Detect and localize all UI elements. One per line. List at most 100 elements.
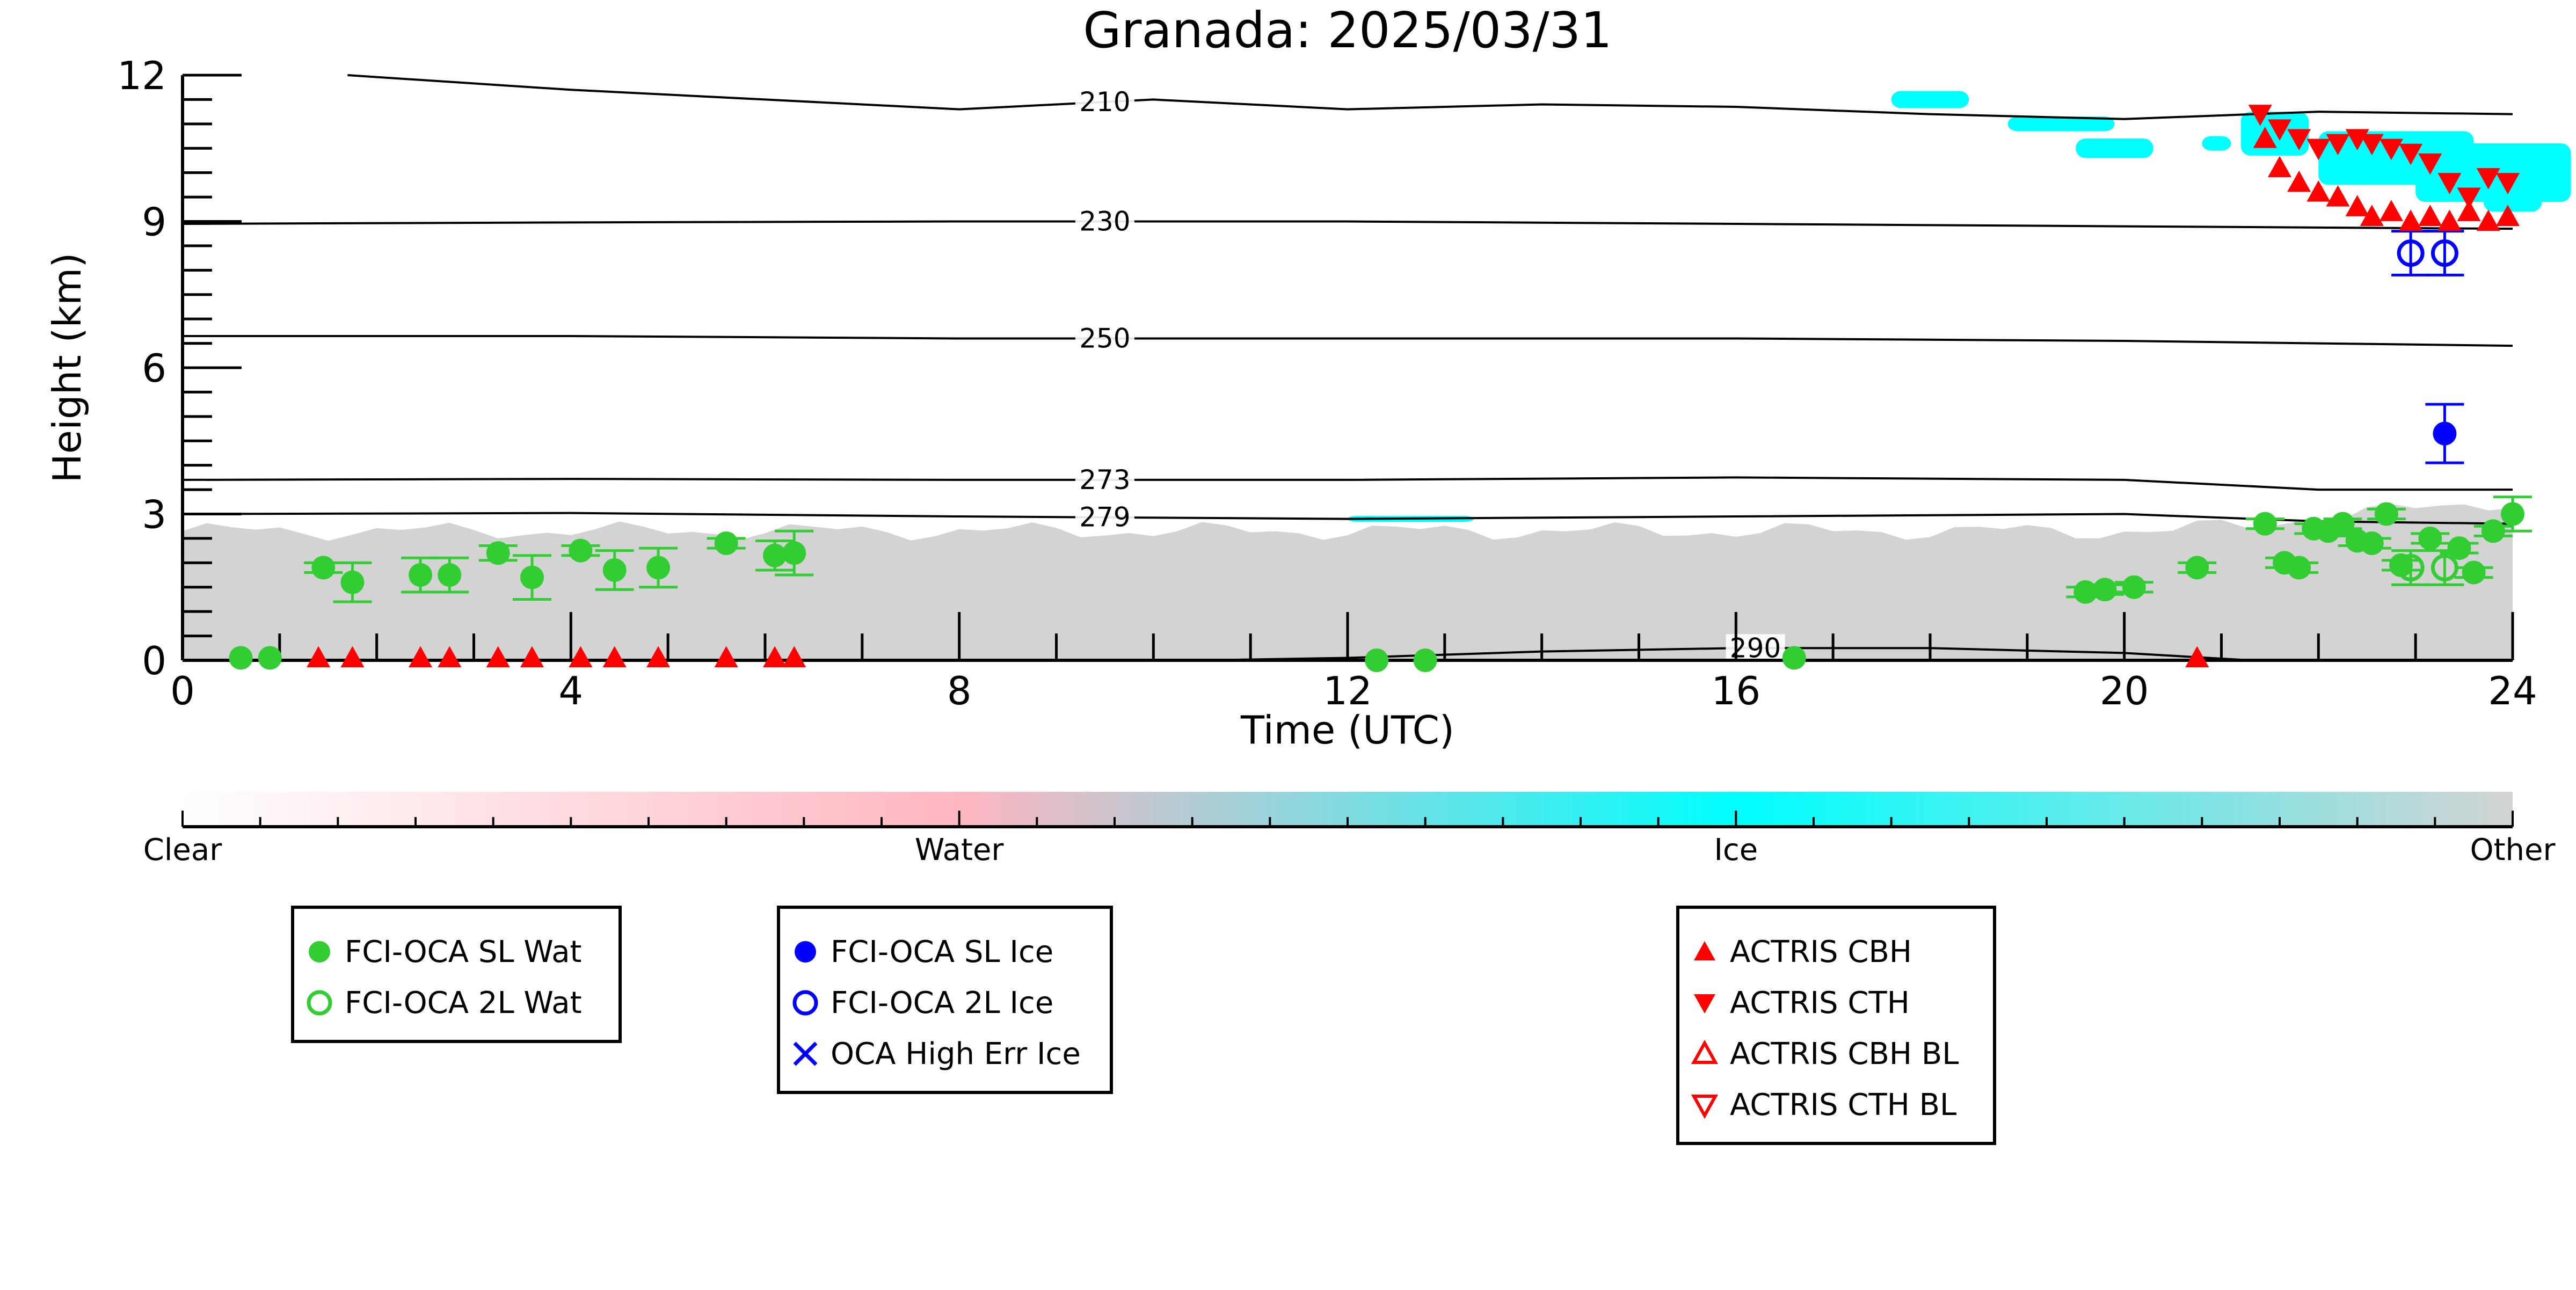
data-point — [2185, 556, 2209, 580]
x-tick-label: 4 — [558, 668, 583, 713]
data-point — [307, 646, 331, 668]
data-point — [2268, 156, 2291, 178]
data-point — [2457, 187, 2481, 209]
data-point — [2253, 512, 2277, 536]
data-point — [646, 646, 671, 668]
legend-marker — [792, 990, 818, 1016]
legend-frame — [1676, 906, 1996, 1145]
legend-marker — [795, 941, 816, 963]
isotherm-label-250: 250 — [1079, 323, 1130, 354]
isotherm-279 — [182, 512, 2513, 525]
data-point — [2326, 185, 2350, 207]
legend-entry: ACTRIS CBH BL — [1730, 1037, 1959, 1072]
data-point — [2397, 239, 2425, 267]
data-point — [2093, 578, 2117, 602]
data-point — [2185, 646, 2209, 668]
data-point — [2495, 205, 2520, 227]
legend-entry: FCI-OCA 2L Ice — [831, 986, 1053, 1021]
isotherm-210 — [347, 74, 2513, 120]
data-point — [2331, 512, 2355, 536]
data-point — [2374, 502, 2398, 526]
legend-entry: OCA High Err Ice — [831, 1037, 1081, 1072]
data-point — [2287, 556, 2311, 580]
legend-marker — [1691, 1039, 1719, 1064]
ice-cloud-patch — [2076, 139, 2153, 158]
colorbar-label-clear: Clear — [143, 833, 222, 868]
data-point — [2253, 127, 2277, 148]
data-point — [438, 563, 462, 587]
data-point — [2437, 173, 2462, 194]
y-axis-label: Height (km) — [45, 253, 90, 483]
legend-entry: ACTRIS CTH — [1730, 986, 1910, 1021]
legend-frame — [291, 906, 622, 1043]
ice-cloud-patch — [1891, 91, 1969, 108]
data-point — [340, 646, 365, 668]
data-point — [569, 646, 593, 668]
isotherm-label-bg — [1075, 207, 1134, 236]
chart-axes: 0 4 8 12 16 20 24 0 3 6 9 12 — [117, 53, 2537, 713]
data-point — [2268, 119, 2291, 141]
y-tick-label: 0 — [142, 638, 166, 683]
x-tick-label: 12 — [1323, 668, 1372, 713]
colorbar-label-other: Other — [2470, 833, 2556, 868]
legend-box-3: ACTRIS CBH ACTRIS CTH ACTRIS CBH BL ACTRIS … — [1676, 906, 1996, 1145]
data-point — [2360, 134, 2384, 156]
data-point — [782, 646, 806, 668]
y-tick-label: 12 — [117, 53, 166, 98]
data-point — [2418, 526, 2442, 550]
data-point — [2360, 205, 2384, 227]
data-point — [763, 646, 787, 668]
series-actris-cbh — [307, 127, 2520, 668]
data-point — [486, 646, 510, 668]
data-point — [311, 556, 336, 580]
data-point — [2073, 580, 2098, 604]
data-point — [2399, 209, 2423, 231]
legend-frame — [777, 906, 1113, 1094]
isotherm-label-bg — [1075, 324, 1134, 353]
data-point — [2397, 553, 2425, 581]
data-point — [714, 531, 738, 555]
isotherm-250 — [183, 334, 2513, 347]
data-point — [258, 646, 282, 670]
legend-marker — [1694, 994, 1715, 1014]
legend-box-1: FCI-OCA SL Wat FCI-OCA 2L Wat — [291, 906, 622, 1043]
data-point — [2437, 209, 2462, 231]
data-point — [2122, 575, 2146, 599]
data-point — [2495, 173, 2520, 194]
colorbar-label-ice: Ice — [1714, 833, 1758, 868]
x-axis-label: Time (UTC) — [1240, 708, 1454, 753]
data-point — [2360, 531, 2384, 555]
legends: FCI-OCA SL Wat FCI-OCA 2L Wat FCI-OCA SL I… — [291, 906, 1996, 1145]
data-point — [2457, 200, 2481, 221]
legend-marker — [1691, 1095, 1719, 1119]
chart-title: Granada: 2025/03/31 — [1083, 2, 1612, 59]
x-tick-label: 16 — [1712, 668, 1761, 713]
data-point — [2447, 536, 2471, 560]
series-fci-oca-2l-wat — [2391, 549, 2464, 586]
data-point — [2287, 129, 2311, 151]
data-point — [1782, 646, 1806, 670]
y-tick-label: 6 — [142, 346, 166, 391]
data-point — [782, 541, 806, 565]
isotherm-label-279: 279 — [1079, 502, 1130, 533]
error-bar — [2425, 230, 2464, 276]
other-cloud-layer — [183, 504, 2513, 660]
ice-cloud-patch — [2007, 116, 2115, 132]
legend-entry: ACTRIS CBH — [1730, 935, 1912, 970]
data-point — [2462, 560, 2486, 585]
data-series — [229, 105, 2532, 672]
y-tick-label: 9 — [142, 200, 166, 245]
data-point — [520, 646, 544, 668]
legend-entry: ACTRIS CTH BL — [1730, 1088, 1956, 1123]
data-point — [602, 646, 627, 668]
data-point — [2287, 170, 2311, 192]
x-tick-label: 24 — [2488, 668, 2537, 713]
isotherm-label-bg — [1075, 465, 1134, 494]
legend-marker — [307, 990, 332, 1016]
data-point — [2431, 553, 2458, 581]
isotherm-label-273: 273 — [1079, 464, 1130, 495]
data-point — [2418, 205, 2442, 227]
ice-cloud-patch — [2483, 182, 2542, 212]
